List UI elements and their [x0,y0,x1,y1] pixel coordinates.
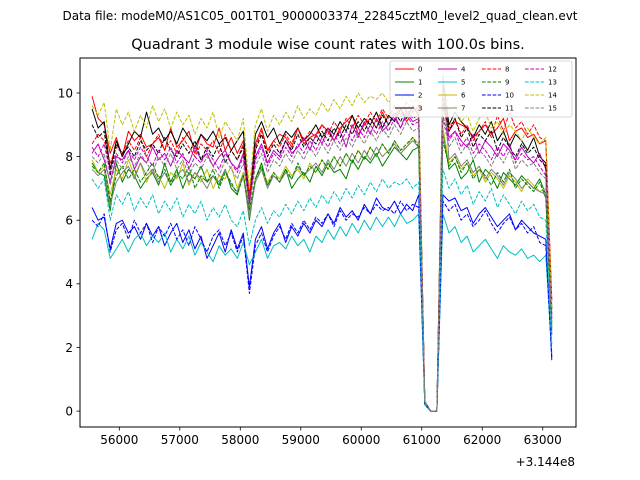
series-line-2 [91,194,553,412]
legend-label-8: 8 [505,66,509,74]
legend-label-9: 9 [505,79,509,87]
series-line-8 [91,102,553,412]
y-tick-label: 10 [58,86,73,100]
series-line-6 [91,127,553,412]
y-tick-label: 2 [65,341,73,355]
series-layer [91,73,553,412]
series-line-1 [91,130,553,412]
x-tick-label: 61000 [403,433,441,447]
legend-label-1: 1 [418,79,422,87]
legend-label-12: 12 [548,66,557,74]
figure-suptitle: Data file: modeM0/AS1C05_001T01_90000033… [62,9,577,23]
legend-label-2: 2 [418,92,422,100]
legend-frame [389,60,573,118]
y-tick-label: 0 [65,404,73,418]
y-tick-label: 6 [65,214,73,228]
legend-label-15: 15 [548,105,557,113]
legend-label-7: 7 [461,105,465,113]
series-line-3 [91,76,553,412]
series-line-11 [91,95,553,412]
series-line-15 [91,117,553,412]
legend-label-14: 14 [548,92,557,100]
legend-label-11: 11 [505,105,514,113]
plot-area [79,57,577,428]
legend-label-0: 0 [418,66,422,74]
x-tick-label: 60000 [342,433,380,447]
x-tick-label: 58000 [221,433,259,447]
legend-label-10: 10 [505,92,514,100]
x-tick-label: 63000 [524,433,562,447]
series-line-0 [91,86,553,412]
y-tick-label: 4 [65,277,73,291]
series-line-10 [91,200,553,412]
x-tick-label: 56000 [100,433,138,447]
series-line-4 [91,102,553,412]
series-line-14 [91,92,553,412]
legend-label-4: 4 [461,66,466,74]
legend-label-3: 3 [418,105,422,113]
x-tick-label: 62000 [463,433,501,447]
x-tick-label: 57000 [161,433,199,447]
series-line-5 [91,213,553,412]
series-line-13 [91,168,553,412]
x-tick-label: 59000 [282,433,320,447]
y-axis: 0 2 4 6 8 10 [58,86,80,418]
legend-label-13: 13 [548,79,557,87]
series-line-12 [91,114,553,412]
x-offset-label: +3.144e8 [516,455,575,469]
y-tick-label: 8 [65,150,73,164]
legend-label-6: 6 [461,92,466,100]
series-line-9 [91,137,553,412]
axes-frame [79,57,577,428]
x-axis: 56000 57000 58000 59000 60000 61000 62000 63000 [100,427,562,447]
legend-label-5: 5 [461,79,465,87]
chart-title: Quadrant 3 module wise count rates with … [131,37,525,53]
